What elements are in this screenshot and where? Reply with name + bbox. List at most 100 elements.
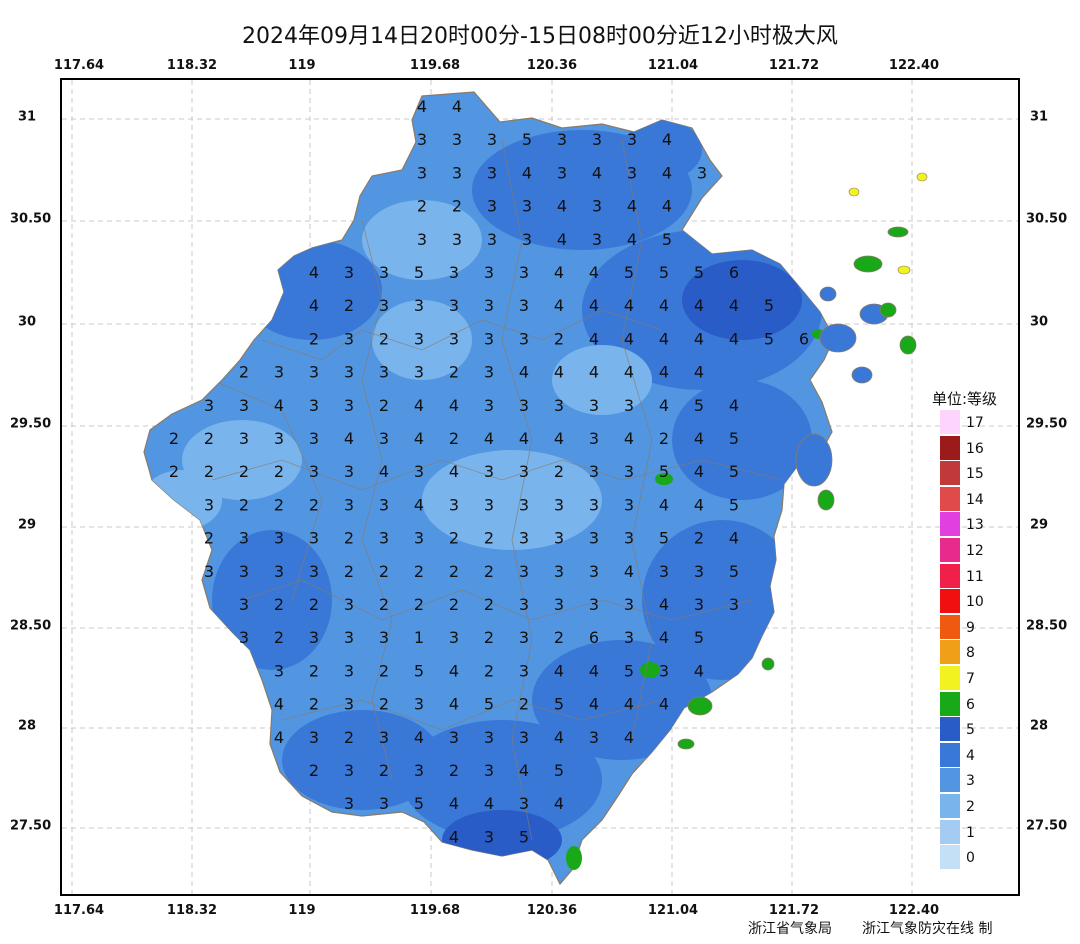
wind-value: 4 xyxy=(417,97,427,116)
wind-value: 4 xyxy=(554,661,564,680)
wind-value: 3 xyxy=(239,562,249,581)
lon-tick-top: 122.40 xyxy=(888,58,940,73)
wind-value: 4 xyxy=(694,429,704,448)
wind-value: 2 xyxy=(379,595,389,614)
island xyxy=(795,433,833,487)
wind-value: 3 xyxy=(344,396,354,415)
wind-value: 2 xyxy=(274,462,284,481)
wind-value: 2 xyxy=(414,562,424,581)
wind-value: 3 xyxy=(274,562,284,581)
wind-value: 3 xyxy=(309,562,319,581)
patch-level-5 xyxy=(682,260,802,340)
wind-value: 2 xyxy=(344,529,354,548)
wind-value: 3 xyxy=(309,728,319,747)
wind-value: 3 xyxy=(309,429,319,448)
wind-value: 3 xyxy=(592,230,602,249)
legend-swatch xyxy=(940,742,960,767)
legend-swatch xyxy=(940,410,960,434)
wind-value: 3 xyxy=(452,230,462,249)
wind-value: 3 xyxy=(624,462,634,481)
lon-tick-top: 118.32 xyxy=(166,58,218,73)
map-frame[interactable]: 4 4 3 3 3 5 3 3 3 4 3 3 3 4 3 4 3 4 3 2 2 3 3 4 3 4 4 3 3 3 3 4 3 4 5 4 3 3 5 3… xyxy=(60,78,1020,896)
wind-value: 3 xyxy=(694,595,704,614)
wind-value: 4 xyxy=(624,329,634,348)
legend-swatch xyxy=(940,691,960,716)
wind-value: 4 xyxy=(554,429,564,448)
wind-value: 2 xyxy=(379,329,389,348)
wind-value: 5 xyxy=(662,230,672,249)
legend-label: 13 xyxy=(966,517,984,534)
wind-value: 4 xyxy=(659,363,669,382)
wind-value: 4 xyxy=(309,263,319,282)
wind-value: 3 xyxy=(484,495,494,514)
county-boundaries xyxy=(211,139,783,841)
lon-tick-bottom: 119.68 xyxy=(409,903,461,918)
wind-map[interactable]: 4 4 3 3 3 5 3 3 3 4 3 3 3 4 3 4 3 4 3 2 2 3 3 4 3 4 4 3 3 3 3 4 3 4 5 4 3 3 5 3… xyxy=(62,80,1020,896)
wind-value: 3 xyxy=(344,329,354,348)
wind-value: 2 xyxy=(659,429,669,448)
wind-value: 3 xyxy=(484,363,494,382)
legend-title: 单位:等级 xyxy=(932,390,998,408)
wind-value: 2 xyxy=(694,529,704,548)
wind-value: 2 xyxy=(239,495,249,514)
wind-value: 5 xyxy=(694,263,704,282)
wind-value: 3 xyxy=(344,495,354,514)
wind-value: 4 xyxy=(452,97,462,116)
wind-value: 3 xyxy=(379,794,389,813)
wind-value: 3 xyxy=(417,130,427,149)
wind-value: 4 xyxy=(662,163,672,182)
wind-value: 3 xyxy=(344,628,354,647)
patch-level-4 xyxy=(622,120,702,180)
wind-value: 3 xyxy=(624,529,634,548)
lat-tick-right: 28 xyxy=(1030,718,1049,734)
wind-value: 5 xyxy=(519,827,529,846)
wind-value: 3 xyxy=(557,163,567,182)
lon-tick-top: 119 xyxy=(288,58,316,73)
wind-value: 5 xyxy=(659,263,669,282)
wind-value: 4 xyxy=(624,562,634,581)
wind-value: 4 xyxy=(694,363,704,382)
island xyxy=(819,323,857,353)
wind-value: 3 xyxy=(659,661,669,680)
legend-label: 6 xyxy=(966,696,975,713)
lat-tick-left: 30 xyxy=(17,314,37,330)
legend-swatch xyxy=(940,666,960,690)
island xyxy=(677,738,695,750)
legend-label: 3 xyxy=(966,773,975,790)
lat-tick-right: 30 xyxy=(1030,314,1049,330)
legend-label: 11 xyxy=(966,568,984,585)
wind-value: 4 xyxy=(554,296,564,315)
wind-value: 5 xyxy=(764,329,774,348)
wind-value: 3 xyxy=(414,296,424,315)
wind-value: 3 xyxy=(519,562,529,581)
wind-value: 3 xyxy=(519,794,529,813)
wind-value: 3 xyxy=(729,595,739,614)
wind-value: 3 xyxy=(379,263,389,282)
wind-value: 3 xyxy=(519,628,529,647)
wind-value: 5 xyxy=(554,695,564,714)
lon-tick-bottom: 121.72 xyxy=(768,903,820,918)
island xyxy=(899,335,917,355)
lon-tick-bottom: 118.32 xyxy=(166,903,218,918)
wind-value: 3 xyxy=(239,429,249,448)
wind-value: 3 xyxy=(452,130,462,149)
wind-value: 3 xyxy=(592,197,602,216)
wind-value: 2 xyxy=(344,296,354,315)
wind-value: 3 xyxy=(449,263,459,282)
wind-value: 3 xyxy=(589,529,599,548)
wind-value: 3 xyxy=(484,761,494,780)
wind-value: 4 xyxy=(414,396,424,415)
wind-value: 5 xyxy=(554,761,564,780)
wind-value: 3 xyxy=(484,728,494,747)
wind-value: 4 xyxy=(659,695,669,714)
boundary xyxy=(361,219,393,781)
island xyxy=(851,366,873,384)
wind-value: 5 xyxy=(729,495,739,514)
wind-value: 5 xyxy=(729,429,739,448)
wind-value: 5 xyxy=(694,396,704,415)
lat-tick-right: 29 xyxy=(1030,517,1049,533)
wind-value: 2 xyxy=(554,462,564,481)
wind-value: 3 xyxy=(484,827,494,846)
lat-tick-right: 27.50 xyxy=(1026,818,1068,834)
legend-swatch xyxy=(940,768,960,793)
